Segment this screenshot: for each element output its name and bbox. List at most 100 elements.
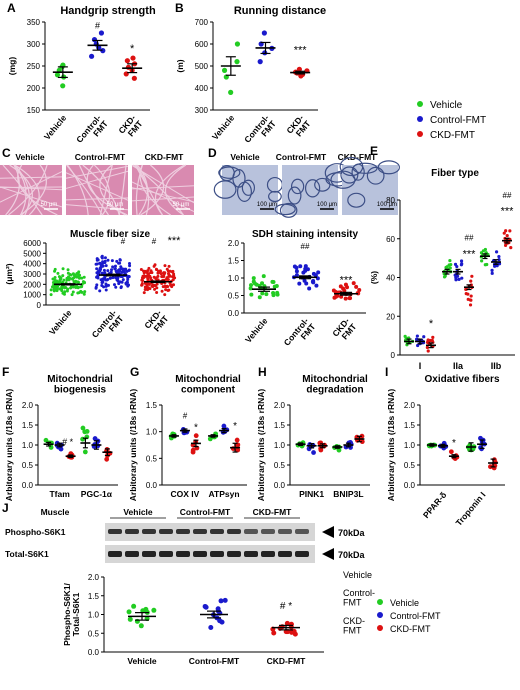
C-point — [77, 275, 81, 279]
C-point — [101, 261, 105, 265]
G-ylabel: Arbitorary units (/18s rRNA) — [128, 389, 138, 502]
J-point — [131, 603, 137, 609]
C-point — [122, 268, 126, 272]
J-blot-band — [159, 551, 173, 557]
sdh-fiber — [314, 177, 331, 192]
C-he-micrograph — [131, 164, 195, 216]
I-ylabel: Arbitorary units (/18s rRNA) — [386, 389, 396, 502]
C-he-micrograph — [0, 164, 63, 216]
J-y-tick-label: 1.0 — [88, 611, 100, 620]
J-y-tick-label: 0.5 — [88, 629, 100, 638]
A-point — [88, 53, 95, 59]
C-point — [141, 275, 145, 279]
C-point — [66, 271, 70, 275]
fiber-border — [164, 164, 187, 216]
fiber-border — [131, 187, 195, 203]
C-point — [110, 268, 114, 272]
C-point — [66, 268, 70, 272]
fiber-border — [93, 164, 111, 216]
D-point — [294, 273, 299, 278]
E-point — [431, 335, 435, 339]
D-y-tick-label: 0.5 — [228, 292, 240, 301]
C-point — [96, 258, 100, 262]
G-point — [235, 447, 241, 453]
I-point — [488, 464, 493, 470]
A-significance-mark: # — [95, 20, 100, 30]
E-significance-mark: ## — [465, 234, 474, 243]
F-y-tick-label: 0.0 — [22, 481, 34, 490]
C-point — [82, 292, 86, 296]
D-y-tick-label: 2.0 — [228, 239, 240, 248]
A-x-tick-label: Vehicle — [42, 113, 69, 142]
C-point — [76, 286, 80, 290]
E-point — [416, 343, 420, 348]
H-y-tick-label: 1.0 — [274, 441, 286, 450]
sdh-fiber — [340, 166, 359, 184]
E-point — [425, 340, 430, 344]
G-point — [234, 437, 240, 443]
H-ylabel: Arbitorary units (/18s rRNA) — [256, 389, 266, 502]
C-point — [95, 275, 99, 279]
C-point — [165, 267, 169, 271]
C-point — [61, 267, 65, 271]
A-point — [130, 55, 136, 61]
C-ylabel: (μm²) — [4, 263, 14, 284]
C-point — [61, 291, 65, 295]
C-point — [125, 280, 129, 284]
C-point — [79, 289, 83, 293]
C-y-tick-label: 4000 — [23, 260, 41, 269]
C-point — [102, 285, 106, 289]
B-ylabel: (m) — [175, 59, 185, 72]
J-y-tick-label: 1.5 — [88, 592, 100, 601]
C-image-label: Vehicle — [15, 152, 45, 162]
J-point — [138, 623, 144, 629]
J-blot-band — [295, 529, 309, 534]
A-title: Handgrip strength — [60, 5, 156, 17]
panel-G-letter: G — [130, 365, 139, 379]
C-point — [163, 293, 167, 297]
I-point — [448, 449, 454, 455]
C-point — [52, 289, 56, 293]
B-point — [261, 30, 267, 36]
C-point — [82, 275, 86, 279]
D-point — [332, 295, 337, 300]
C-point — [71, 290, 75, 294]
D-significance-mark: ## — [301, 242, 310, 251]
C-point — [98, 269, 102, 273]
D-point — [302, 278, 307, 283]
D-image-label: CKD-FMT — [338, 152, 378, 162]
C-point — [49, 288, 53, 292]
D-point — [303, 266, 308, 271]
C-point — [60, 287, 64, 291]
C-point — [155, 290, 159, 294]
D-y-tick-label: 1.0 — [228, 274, 240, 283]
C-title: Muscle fiber size — [70, 229, 150, 240]
J-blot-band — [278, 529, 292, 534]
D-sdh-micrograph — [274, 163, 350, 218]
E-point — [459, 263, 464, 267]
C-point — [117, 261, 121, 265]
panel-D-letter: D — [208, 146, 217, 160]
C-scale-label: 50 μm — [173, 202, 190, 208]
I-y-tick-label: 2.0 — [404, 401, 416, 410]
J-arrow-icon — [322, 548, 334, 560]
C-point — [119, 285, 123, 289]
E-point — [460, 276, 464, 280]
E-point — [469, 294, 473, 298]
H-y-tick-label: 0.0 — [274, 481, 286, 490]
C-y-tick-label: 6000 — [23, 239, 41, 248]
H-x-tick-label: PINK1 — [299, 489, 324, 499]
fiber-border — [19, 164, 47, 216]
J-blot-band — [261, 529, 275, 534]
C-point — [58, 276, 62, 280]
J-ylabel: Phospho-S6K1/Total-S6K1 — [62, 582, 81, 645]
C-point — [94, 286, 98, 290]
C-point — [162, 275, 166, 279]
fiber-border — [65, 164, 103, 216]
C-point — [126, 277, 130, 281]
C-point — [49, 293, 53, 297]
C-y-tick-label: 3000 — [23, 270, 41, 279]
D-point — [249, 283, 254, 288]
C-point — [155, 286, 159, 290]
C-significance-mark: # — [152, 237, 157, 246]
